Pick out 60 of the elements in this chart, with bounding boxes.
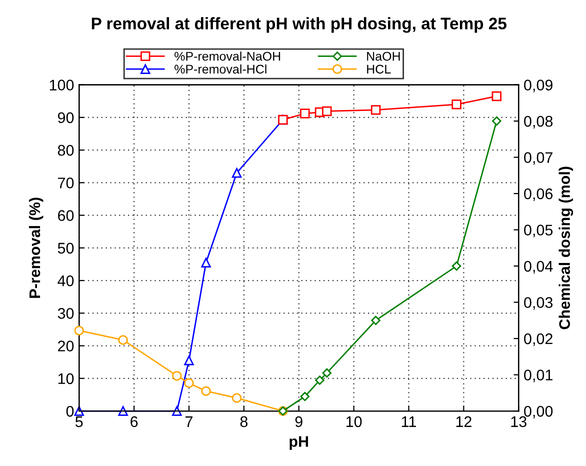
x-tick-label: 11 <box>402 416 416 427</box>
point <box>201 258 211 268</box>
y-tick-label: 40 <box>58 275 74 286</box>
point <box>201 386 211 396</box>
y2-tick-label: 0,05 <box>524 224 553 238</box>
point <box>172 370 182 381</box>
x-tick-label: 7 <box>186 416 192 427</box>
legend-label: %P-removal-HCl <box>174 64 266 74</box>
point <box>315 376 324 385</box>
point <box>118 406 128 416</box>
y2-tick-label: 0,03 <box>524 297 553 310</box>
x-tick-label: 6 <box>130 416 138 428</box>
point <box>232 168 242 178</box>
point <box>184 356 194 366</box>
y-tick-label: 80 <box>58 144 74 156</box>
point <box>322 106 332 116</box>
point <box>74 326 84 336</box>
y-axis-title: P-removal (%) <box>28 198 44 298</box>
point <box>118 335 128 345</box>
y-tick-label: 30 <box>58 308 74 319</box>
y-tick-label: 90 <box>58 112 74 124</box>
x-tick-label: 5 <box>75 416 83 428</box>
y2-tick-label: 0,04 <box>524 260 553 274</box>
y-tick-label: 70 <box>58 178 74 188</box>
y2-axis-title: Chemical dosing (mol) <box>558 166 574 330</box>
y-tick-label: 0 <box>66 406 74 417</box>
point <box>322 368 332 378</box>
y2-tick-label: 0,06 <box>524 188 553 202</box>
x-tick-label: 10 <box>346 416 362 428</box>
y2-tick-label: 0,02 <box>524 333 552 346</box>
point <box>184 378 194 388</box>
point <box>452 100 462 110</box>
point <box>452 261 462 271</box>
legend-label: HCL <box>367 64 391 74</box>
point <box>300 108 310 118</box>
x-tick-label: 13 <box>511 416 526 428</box>
point <box>300 392 310 402</box>
y2-tick-label: 0,07 <box>524 152 552 165</box>
point <box>492 91 502 102</box>
legend-label: NaOH <box>367 52 400 61</box>
point <box>492 116 502 126</box>
y2-tick-label: 0,01 <box>524 370 552 382</box>
x-axis-title: pH <box>290 436 308 450</box>
point <box>370 105 381 115</box>
x-tick-label: 8 <box>240 416 248 428</box>
point <box>232 393 242 403</box>
x-tick-label: 9 <box>295 416 302 428</box>
legend-label: %P-removal-NaOH <box>174 52 280 61</box>
y-tick-label: 60 <box>58 210 74 221</box>
y-tick-label: 50 <box>58 242 74 254</box>
y2-tick-label: 0,09 <box>524 80 552 92</box>
point <box>371 316 380 326</box>
y-tick-label: 20 <box>58 340 74 352</box>
chart-title: P removal at different pH with pH dosing, at Temp 25 <box>92 17 506 33</box>
y2-tick-label: 0,08 <box>524 116 553 129</box>
point <box>172 406 182 416</box>
y-tick-label: 100 <box>50 80 74 90</box>
x-tick-label: 12 <box>456 416 472 427</box>
y-tick-label: 10 <box>58 373 74 384</box>
y2-tick-label: 0,00 <box>524 406 553 419</box>
